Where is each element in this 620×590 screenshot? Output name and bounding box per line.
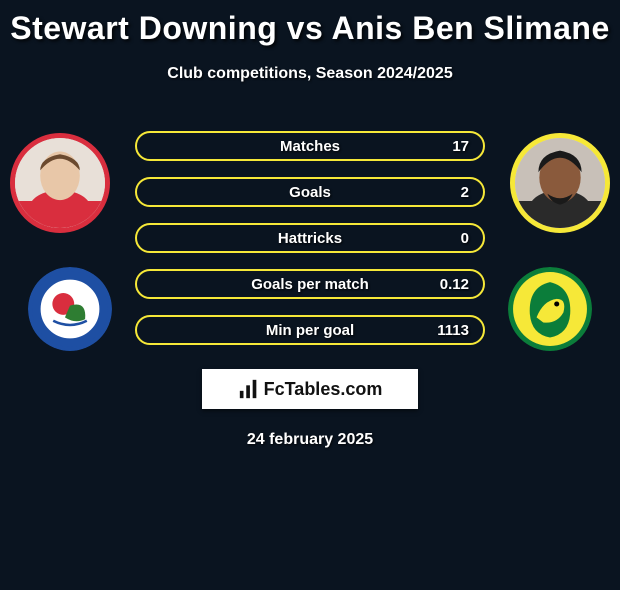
stat-label: Goals per match xyxy=(137,271,483,297)
player-right-avatar xyxy=(510,133,610,233)
club-left-badge xyxy=(28,267,112,351)
club-right-badge xyxy=(508,267,592,351)
stat-value-right: 2 xyxy=(461,179,469,205)
stat-value-right: 1113 xyxy=(437,317,469,343)
club-crest-icon xyxy=(28,267,112,351)
page-title: Stewart Downing vs Anis Ben Slimane xyxy=(0,10,620,47)
stat-value-right: 17 xyxy=(452,133,469,159)
stat-pills: Matches17 Goals2 Hattricks0 Goals per match… xyxy=(135,131,485,361)
stat-pill: Matches17 xyxy=(135,131,485,161)
stat-value-right: 0 xyxy=(461,225,469,251)
club-crest-icon xyxy=(508,267,592,351)
stat-label: Goals xyxy=(137,179,483,205)
date-line: 24 february 2025 xyxy=(0,431,620,449)
stats-area: Matches17 Goals2 Hattricks0 Goals per match… xyxy=(0,123,620,353)
stat-label: Min per goal xyxy=(137,317,483,343)
brand-text: FcTables.com xyxy=(264,379,383,400)
stat-pill: Min per goal1113 xyxy=(135,315,485,345)
brand-box[interactable]: FcTables.com xyxy=(202,369,418,409)
stat-pill: Hattricks0 xyxy=(135,223,485,253)
player-left-avatar xyxy=(10,133,110,233)
person-icon xyxy=(15,138,105,228)
stat-label: Matches xyxy=(137,133,483,159)
stat-pill: Goals per match0.12 xyxy=(135,269,485,299)
stat-pill: Goals2 xyxy=(135,177,485,207)
person-icon xyxy=(515,138,605,228)
subtitle: Club competitions, Season 2024/2025 xyxy=(0,65,620,83)
bar-chart-icon xyxy=(238,378,260,400)
stat-label: Hattricks xyxy=(137,225,483,251)
stat-value-right: 0.12 xyxy=(440,271,469,297)
